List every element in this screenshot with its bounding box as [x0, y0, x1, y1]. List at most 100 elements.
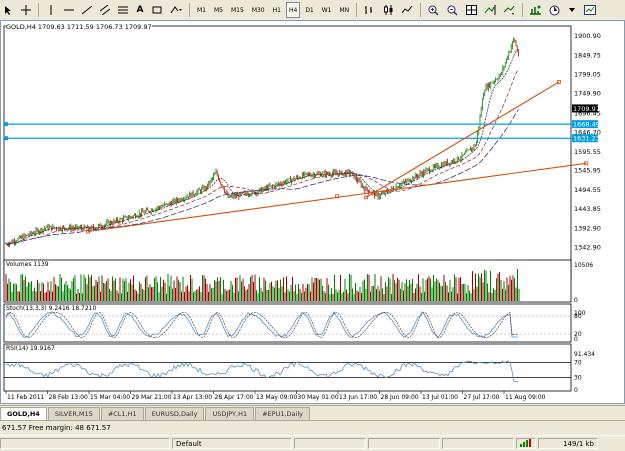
price-chart: [4, 37, 588, 248]
hline2-price-tag: 1631.23: [573, 135, 600, 143]
price-tick-label: 1646.70: [574, 128, 601, 136]
text-icon[interactable]: A: [136, 5, 144, 15]
rsi-line: [5, 360, 518, 382]
trendline-icon[interactable]: [79, 2, 95, 18]
timeframe-m15-button[interactable]: M15: [231, 6, 244, 14]
tab-eurusd-daily[interactable]: EURUSD,Daily: [144, 407, 205, 420]
status-profile[interactable]: Default: [172, 438, 292, 449]
chart-window[interactable]: 1900.90 1849.75 1799.05 1749.90 1696.45 1646.…: [0, 20, 625, 404]
separator: [38, 3, 39, 17]
chart-shift-icon[interactable]: [482, 2, 499, 18]
price-tick-label: 1545.95: [574, 167, 601, 175]
volume-histogram: [5, 269, 520, 301]
time-tick-label: 28 Apr 17:00: [215, 394, 254, 401]
separator: [356, 3, 358, 17]
indicators-icon[interactable]: [527, 2, 544, 18]
volumes-label: Volumes 1139: [6, 261, 49, 268]
hline-handle: [4, 122, 8, 127]
cursor-arrow-icon[interactable]: [1, 2, 16, 18]
time-tick-label: 13 Jul 01:00: [422, 394, 458, 401]
time-tick-label: 29 Mar 21:00: [132, 394, 172, 401]
stochastic-oscillator: [4, 310, 571, 339]
time-tick-label: 11 Aug 09:00: [505, 394, 546, 401]
current-price-tag: 1709.97: [573, 105, 600, 113]
rsi-scale-label: 30: [574, 375, 582, 382]
hline-handle: [4, 136, 8, 141]
separator: [522, 3, 524, 17]
price-tick-label: 1595.55: [574, 148, 601, 156]
price-tick-label: 1799.05: [574, 71, 601, 79]
stochastic-label: Stoch(13,3,3) 9.2416 18.7210: [6, 305, 97, 312]
crosshair-icon[interactable]: [18, 2, 34, 18]
price-tick-label: 1443.85: [574, 205, 601, 213]
price-axis: 1900.90 1849.75 1799.05 1749.90 1696.45 1646.…: [572, 32, 601, 394]
ma-fast-line: [5, 48, 519, 245]
arrows-dropdown-icon[interactable]: [167, 2, 185, 18]
rsi-scale-label: 70: [574, 359, 582, 366]
time-tick-label: 28 Feb 13:00: [49, 394, 89, 401]
rsi-scale-label: 0: [574, 387, 578, 394]
price-tick-label: 1392.90: [574, 225, 601, 233]
toolbar: A M1 M5 M15 M30 H1 H4 D1 W1 MN: [0, 0, 625, 21]
label-icon[interactable]: [149, 2, 165, 18]
timeframe-m1-button[interactable]: M1: [197, 6, 206, 14]
timeframe-d1-button[interactable]: D1: [305, 6, 314, 14]
zoom-in-icon[interactable]: [425, 2, 442, 18]
stoch-scale-label: 80: [574, 313, 582, 320]
tab-usdjpy-h1[interactable]: USDJPY,H1: [205, 407, 255, 420]
status-empty: [368, 438, 440, 449]
channel-icon[interactable]: [97, 2, 113, 18]
timeframe-mn-button[interactable]: MN: [339, 6, 350, 14]
tab-gold-h4[interactable]: GOLD,H4: [0, 407, 47, 420]
status-empty: [0, 438, 170, 449]
price-tick-label: 1342.90: [574, 243, 601, 251]
price-tick-label: 1749.90: [574, 89, 601, 97]
current-price-tag-bg: [572, 104, 598, 113]
trendline-long-handle: [584, 161, 588, 166]
timeframe-m5-button[interactable]: M5: [214, 6, 223, 14]
zoom-out-icon[interactable]: [444, 2, 461, 18]
timeframe-m30-button[interactable]: M30: [251, 6, 265, 14]
periods-icon[interactable]: [546, 2, 563, 18]
hline1-price-tag: 1668.49: [573, 121, 600, 129]
rsi-oscillator: [4, 360, 571, 382]
time-tick-label: 13 Jun 17:00: [339, 394, 377, 401]
timeframe-h4-button[interactable]: H4: [285, 2, 301, 18]
status-empty: [294, 438, 366, 449]
candlestick-icon[interactable]: [380, 2, 397, 18]
vertical-line-icon[interactable]: [43, 2, 59, 18]
time-tick-label: 13 May 09:00: [256, 394, 297, 401]
status-traffic: 149/1 kb: [538, 438, 598, 449]
status-empty: [442, 438, 514, 449]
templates-icon[interactable]: [581, 2, 599, 18]
tile-windows-icon[interactable]: [463, 2, 480, 18]
time-tick-label: 27 Jul 17:00: [464, 394, 500, 401]
volume-scale-label: 0: [574, 297, 578, 304]
timeframe-h1-button[interactable]: H1: [272, 6, 281, 14]
main-chart-frame: [3, 25, 572, 280]
fibonacci-icon[interactable]: [115, 2, 131, 18]
time-tick-label: 13 Apr 13:00: [173, 394, 212, 401]
volume-scale-label: 10506: [574, 262, 593, 269]
autoscroll-icon[interactable]: [501, 2, 518, 18]
trendline-short: [365, 81, 560, 198]
trendline-short-handle: [557, 80, 561, 84]
timeframe-w1-button[interactable]: W1: [321, 6, 332, 14]
time-tick-label: 11 Feb 2011: [7, 394, 45, 401]
tab-cl1-h1[interactable]: #CL1,H1: [100, 407, 144, 420]
hline1-price-tag-bg: [572, 120, 598, 129]
tab-silver-m15[interactable]: SILVER,M15: [47, 407, 100, 420]
separator: [420, 3, 422, 17]
stoch-scale-label: 0: [574, 336, 578, 343]
horizontal-line-icon[interactable]: [61, 2, 77, 18]
line-chart-icon[interactable]: [399, 2, 416, 18]
dropdown-arrow-icon[interactable]: [565, 2, 579, 18]
stoch-scale-label: 20: [574, 331, 582, 338]
rsi-label: RSI(14) 19.9167: [6, 345, 55, 352]
bar-chart-icon[interactable]: [361, 2, 378, 18]
price-tick-label: 1494.55: [574, 186, 601, 194]
stoch-main-line: [5, 310, 518, 339]
time-tick-label: 15 Mar 04:00: [90, 394, 130, 401]
chart-canvas[interactable]: 1900.90 1849.75 1799.05 1749.90 1696.45 1646.…: [1, 21, 624, 403]
tab-epu1-daily[interactable]: #EPU1,Daily: [255, 407, 310, 420]
